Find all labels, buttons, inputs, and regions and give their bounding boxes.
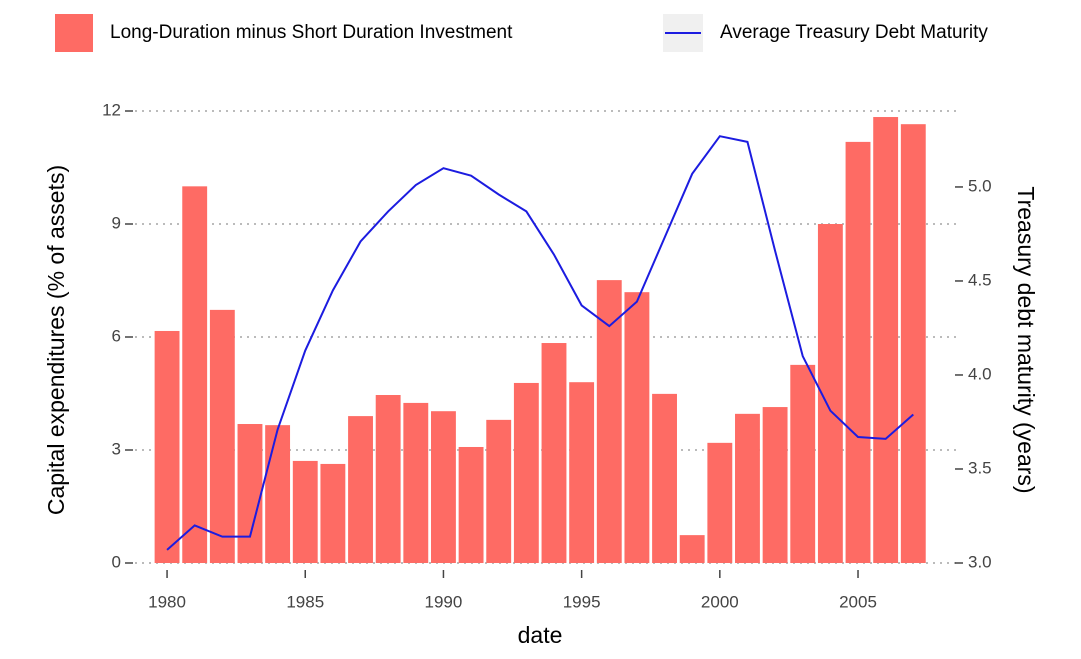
x-tick-label: 1980 [148, 592, 186, 611]
bar [707, 442, 733, 563]
bar [154, 330, 180, 563]
x-tick-label: 1990 [425, 592, 463, 611]
bar [209, 309, 235, 563]
bar [845, 141, 871, 564]
y-tick-label: 6 [112, 326, 121, 345]
bar [679, 535, 705, 563]
bar [735, 413, 760, 563]
bar [624, 292, 650, 563]
bar [873, 117, 899, 563]
y2-tick-label: 4.5 [968, 270, 992, 289]
bar [320, 463, 346, 563]
bar [541, 343, 567, 563]
legend-swatch-bar [55, 14, 93, 52]
bar [265, 425, 291, 563]
y2-tick-label: 3.0 [968, 552, 992, 571]
bar [237, 424, 263, 563]
bar [652, 393, 677, 563]
x-axis-title: date [518, 622, 563, 648]
y2-tick-label: 3.5 [968, 458, 992, 477]
y-tick-label: 12 [102, 100, 121, 119]
bar [513, 382, 539, 563]
legend-label: Long-Duration minus Short Duration Inves… [110, 22, 513, 43]
x-tick-label: 1985 [286, 592, 324, 611]
bar [375, 395, 401, 563]
bar [900, 124, 926, 563]
bar [182, 186, 208, 564]
legend-label: Average Treasury Debt Maturity [720, 22, 988, 43]
line [166, 135, 914, 551]
bar [431, 411, 456, 563]
y-axis-title: Capital expenditures (% of assets) [43, 165, 69, 515]
y2-tick-label: 4.0 [968, 364, 992, 383]
y-tick-label: 0 [112, 552, 121, 571]
x-tick-label: 2000 [701, 592, 739, 611]
bar [458, 446, 484, 563]
bar [596, 280, 622, 563]
bar [348, 416, 373, 563]
y-tick-label: 9 [112, 213, 121, 232]
bar [403, 402, 429, 563]
bar [569, 382, 595, 563]
bar [790, 364, 816, 563]
y2-tick-label: 5.0 [968, 176, 992, 195]
bar [486, 419, 512, 563]
bar [292, 460, 318, 563]
x-tick-label: 1995 [563, 592, 601, 611]
x-tick-label: 2005 [839, 592, 877, 611]
bar [762, 407, 788, 563]
y-tick-label: 3 [112, 439, 121, 458]
y2-axis-title: Treasury debt maturity (years) [1013, 186, 1039, 493]
